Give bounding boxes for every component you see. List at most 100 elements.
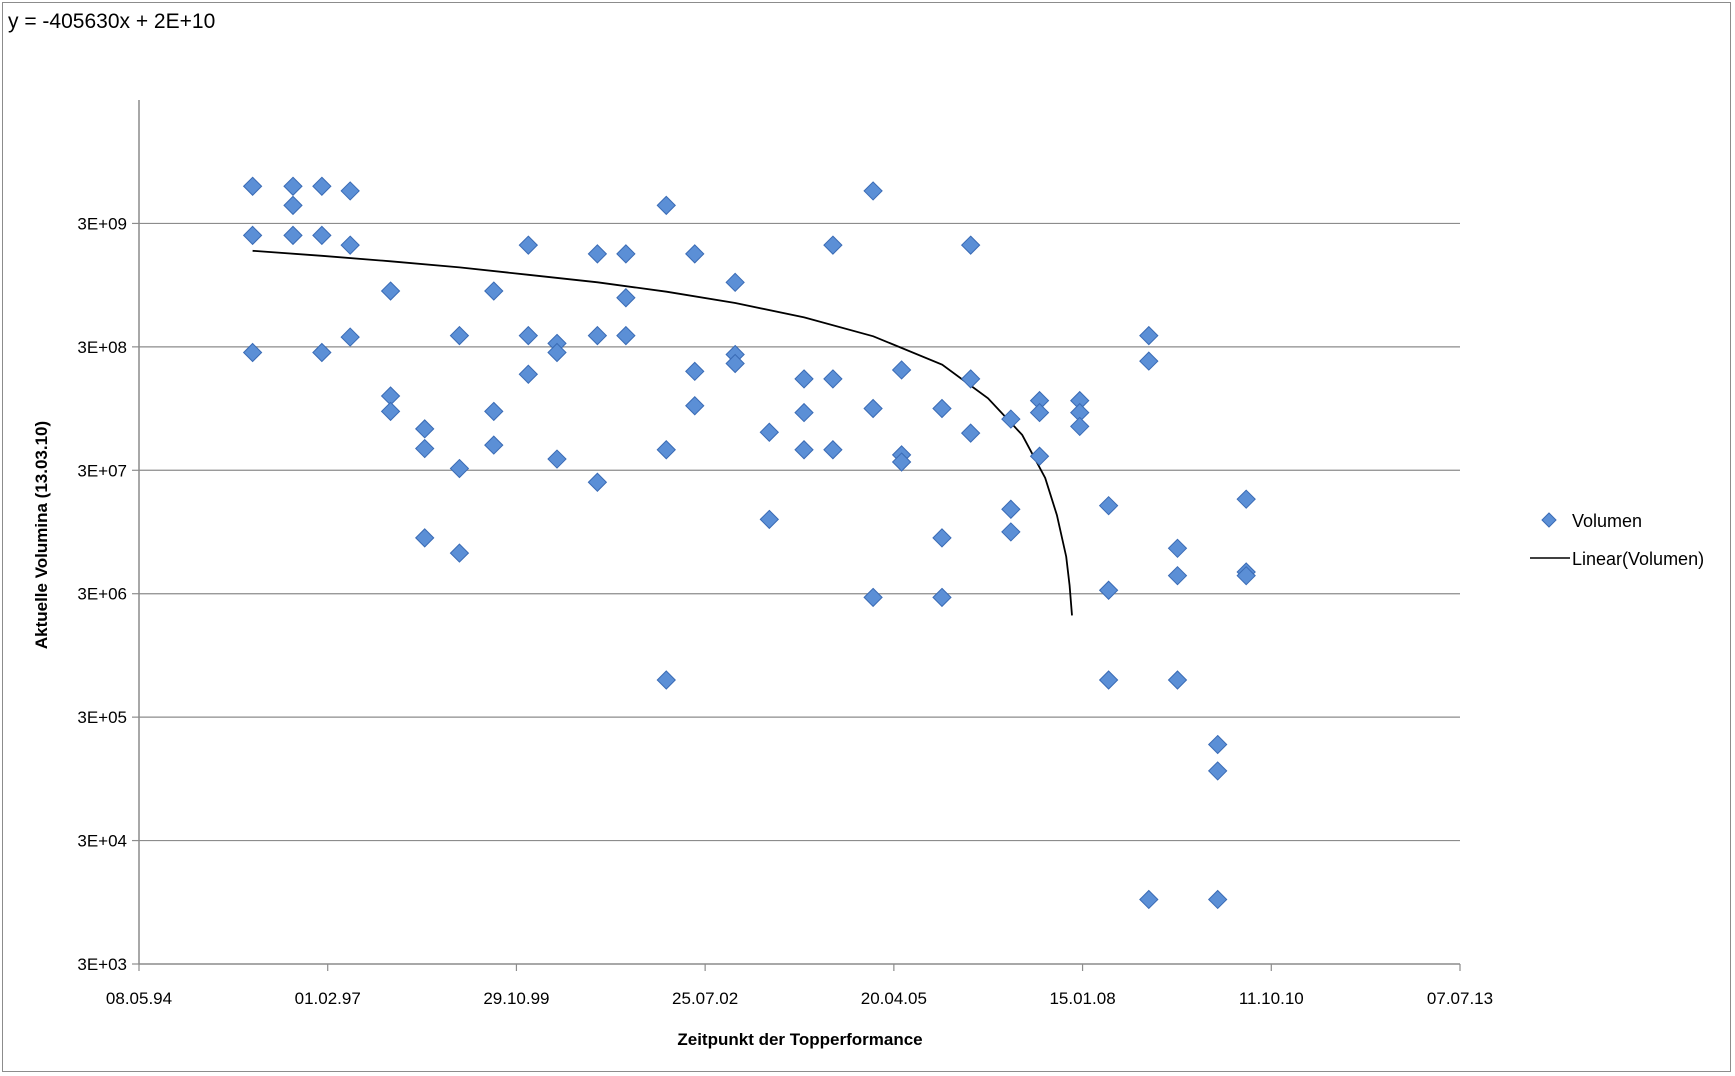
data-point bbox=[1139, 889, 1159, 910]
data-point bbox=[484, 401, 504, 422]
data-point bbox=[794, 440, 814, 460]
data-point bbox=[1001, 522, 1021, 542]
data-point bbox=[725, 353, 745, 374]
data-point bbox=[518, 325, 539, 346]
legend-marker-volumen bbox=[1541, 512, 1557, 528]
data-point bbox=[340, 181, 360, 201]
trendline-equation: y = -405630x + 2E+10 bbox=[8, 10, 215, 33]
legend-label-linear: Linear(Volumen) bbox=[1572, 549, 1704, 569]
data-point bbox=[960, 235, 981, 255]
legend: Volumen Linear(Volumen) bbox=[1530, 511, 1704, 569]
x-tick-label: 11.10.10 bbox=[1239, 989, 1304, 1008]
data-point bbox=[1098, 580, 1119, 600]
data-point bbox=[518, 364, 539, 384]
data-point bbox=[616, 244, 636, 264]
y-tick-label: 3E+04 bbox=[77, 832, 127, 851]
data-point bbox=[1001, 499, 1021, 519]
data-point bbox=[863, 398, 883, 419]
data-point bbox=[960, 369, 981, 389]
legend-label-volumen: Volumen bbox=[1572, 511, 1642, 531]
data-point bbox=[380, 281, 401, 301]
y-tick-label: 3E+08 bbox=[77, 338, 127, 357]
data-point bbox=[415, 438, 435, 459]
data-point bbox=[1001, 409, 1021, 429]
data-point bbox=[484, 281, 504, 301]
y-tick-label: 3E+06 bbox=[77, 585, 127, 604]
data-point bbox=[312, 225, 332, 246]
data-point bbox=[960, 423, 981, 443]
data-point bbox=[1207, 761, 1228, 781]
data-point bbox=[759, 509, 780, 530]
data-point bbox=[242, 225, 263, 246]
data-point bbox=[1167, 565, 1188, 586]
x-tick-labels: 08.05.94 01.02.97 29.10.99 25.07.02 20.04.05… bbox=[106, 964, 1493, 1008]
data-point bbox=[759, 422, 780, 442]
data-point bbox=[656, 440, 676, 460]
y-tick-label: 3E+09 bbox=[77, 214, 127, 233]
x-tick-label: 25.07.02 bbox=[672, 989, 738, 1008]
data-point bbox=[823, 440, 843, 460]
data-point bbox=[449, 543, 470, 563]
x-tick-label: 01.02.97 bbox=[295, 989, 361, 1008]
data-point bbox=[1139, 351, 1159, 371]
data-point bbox=[1236, 489, 1256, 509]
data-point bbox=[616, 288, 636, 308]
data-point bbox=[616, 325, 636, 346]
data-point bbox=[685, 396, 705, 416]
data-point bbox=[891, 360, 912, 380]
data-point bbox=[1029, 446, 1050, 466]
data-point bbox=[283, 225, 303, 246]
data-point bbox=[415, 528, 435, 548]
data-point bbox=[547, 342, 567, 363]
data-point bbox=[1167, 670, 1188, 690]
data-point bbox=[1167, 538, 1188, 559]
data-point bbox=[1070, 416, 1090, 437]
x-tick-label: 07.07.13 bbox=[1427, 989, 1493, 1008]
data-point bbox=[340, 327, 360, 347]
data-point bbox=[1098, 495, 1119, 516]
data-point bbox=[340, 235, 360, 255]
data-point bbox=[283, 176, 303, 196]
trendline-path bbox=[252, 249, 1073, 616]
data-point bbox=[932, 587, 952, 608]
y-tick-labels: 3E+03 3E+04 3E+05 3E+06 3E+07 3E+08 3E+09 bbox=[77, 214, 139, 974]
x-tick-label: 15.01.08 bbox=[1049, 989, 1115, 1008]
y-tick-label: 3E+07 bbox=[77, 461, 127, 480]
data-point bbox=[823, 235, 843, 255]
x-tick-label: 08.05.94 bbox=[106, 989, 172, 1008]
data-point bbox=[932, 398, 952, 419]
data-point bbox=[1207, 889, 1228, 910]
data-point bbox=[656, 195, 676, 216]
data-point bbox=[283, 195, 303, 216]
gridlines bbox=[139, 222, 1460, 842]
data-point bbox=[415, 419, 435, 439]
data-point bbox=[242, 176, 263, 196]
data-point bbox=[725, 272, 745, 293]
data-point bbox=[1207, 734, 1228, 755]
data-point bbox=[587, 244, 608, 264]
data-point bbox=[312, 176, 332, 196]
data-point bbox=[518, 235, 539, 255]
data-point bbox=[656, 670, 676, 690]
trendline bbox=[252, 249, 1073, 616]
data-point bbox=[242, 342, 263, 363]
data-point bbox=[863, 181, 883, 201]
data-point bbox=[587, 325, 608, 346]
data-point bbox=[312, 342, 332, 363]
data-point bbox=[484, 435, 504, 455]
data-point bbox=[547, 449, 567, 469]
data-point bbox=[380, 401, 401, 422]
data-point bbox=[1236, 565, 1256, 586]
axes bbox=[138, 100, 1460, 965]
data-point bbox=[449, 325, 470, 346]
data-point bbox=[932, 528, 952, 548]
data-points bbox=[242, 176, 1256, 910]
data-point bbox=[1139, 325, 1159, 346]
data-point bbox=[1029, 402, 1050, 423]
data-point bbox=[863, 587, 883, 608]
data-point bbox=[891, 452, 912, 472]
data-point bbox=[685, 361, 705, 382]
data-point bbox=[794, 369, 814, 389]
y-axis-title: Aktuelle Volumina (13.03.10) bbox=[32, 421, 51, 649]
